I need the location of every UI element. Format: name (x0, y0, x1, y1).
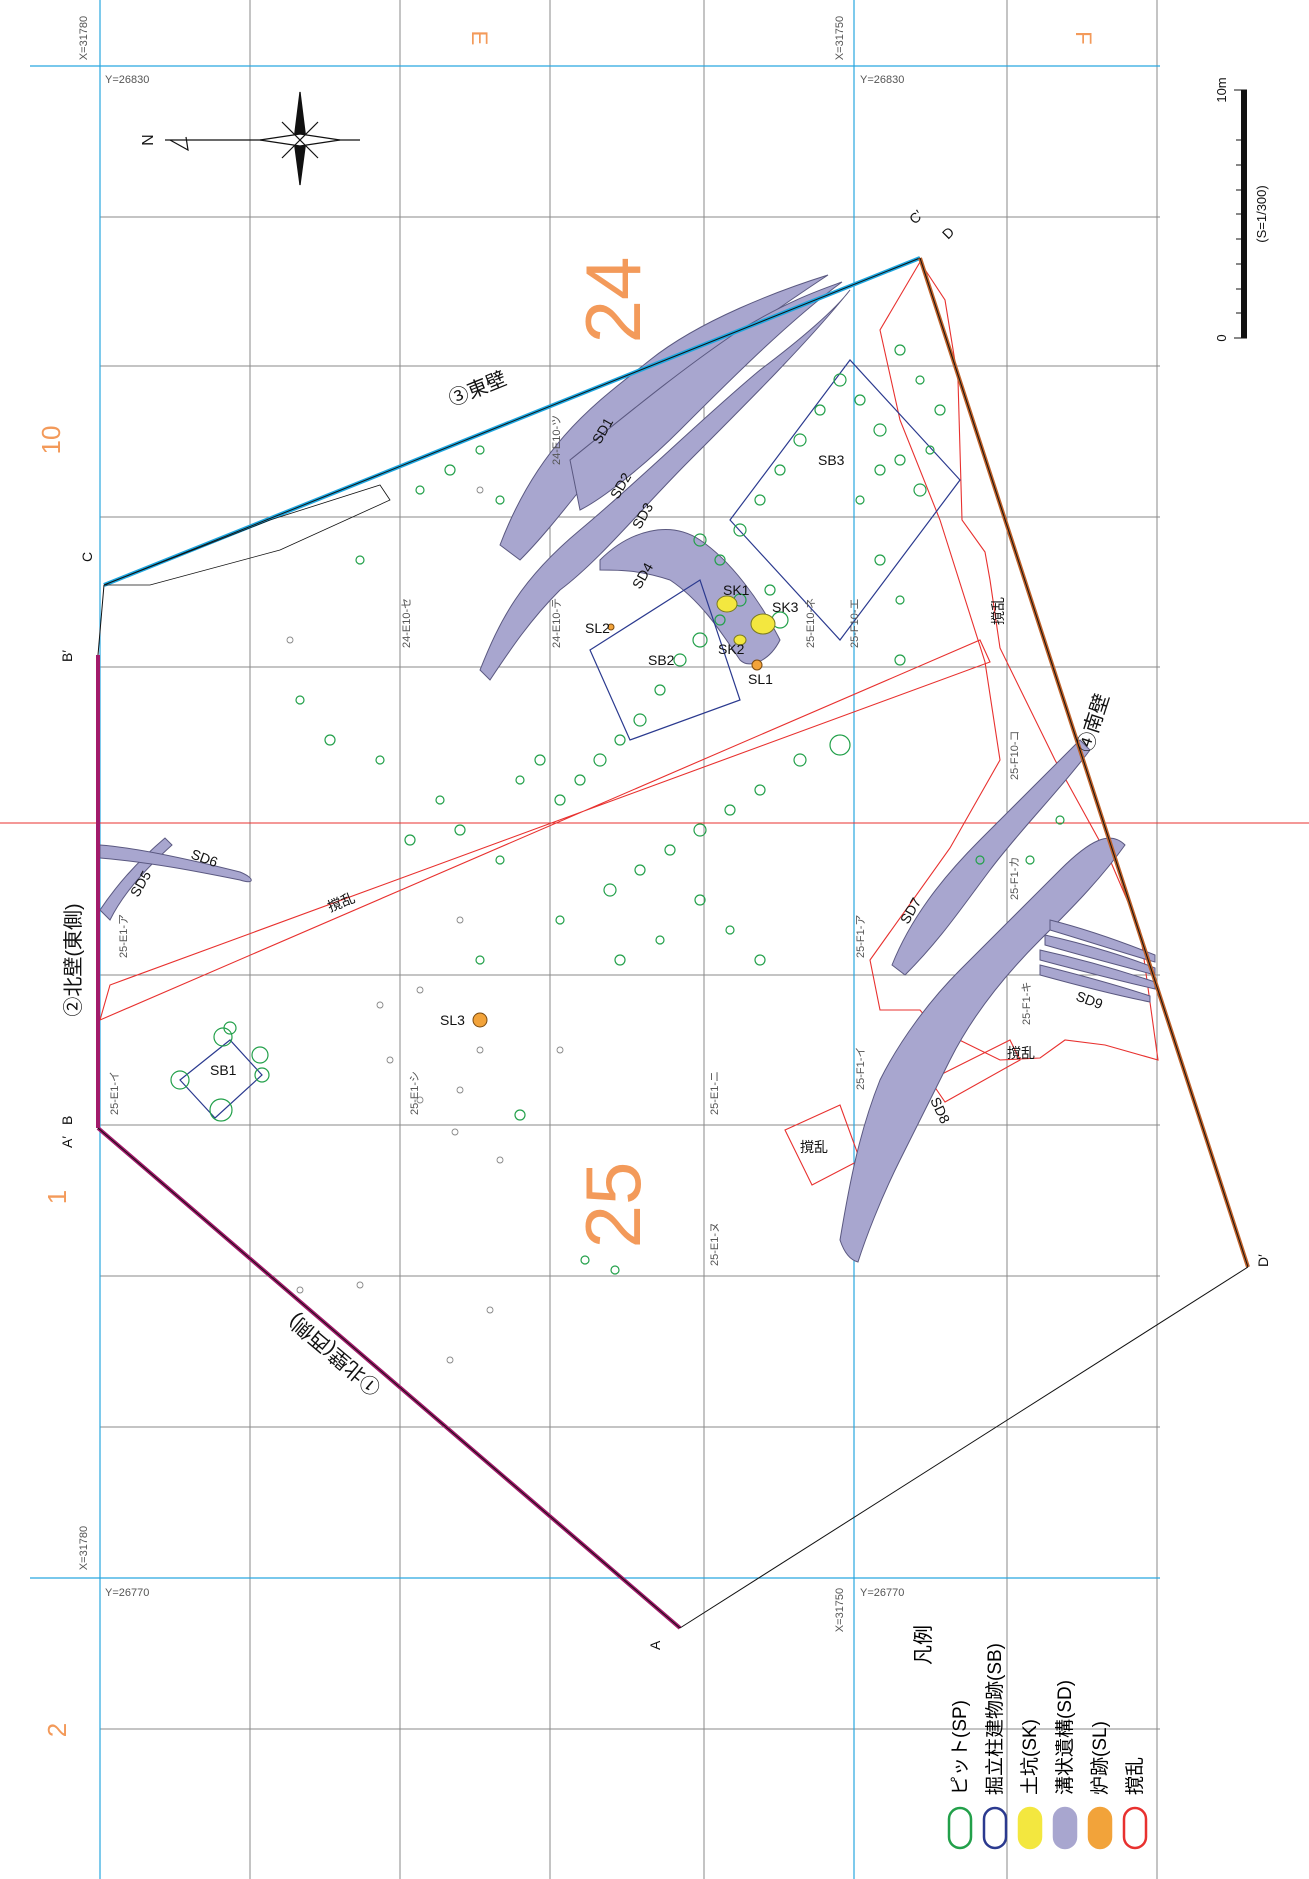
north-label: N (138, 134, 155, 146)
ditch-sd9-a (1049, 919, 1156, 963)
legend-symbol (1052, 1806, 1078, 1850)
grid-row-2: 2 (42, 1723, 72, 1737)
building-sb1 (179, 1039, 263, 1119)
coord-x-top-left: X=31780 (78, 16, 90, 60)
coord-x-bot-right: X=31750 (834, 1588, 846, 1632)
area-label-24: 24 (569, 257, 657, 344)
ditch-sd2 (569, 281, 843, 511)
section-point-b: B (59, 1116, 75, 1125)
scale-max-label: 10m (1214, 77, 1229, 102)
legend-symbol (947, 1806, 973, 1850)
pits (170, 344, 1065, 1275)
ditch-sd8 (839, 837, 1126, 1263)
ditch-sd9-c (1039, 949, 1156, 990)
label-sk1: SK1 (723, 582, 750, 598)
cell-c13: 25-E1-シ (409, 1071, 421, 1115)
label-kakuran-2: 撹乱 (990, 597, 1006, 625)
label-sb1: SB1 (210, 1062, 237, 1078)
pit-positions (716, 595, 776, 646)
building-sb3 (729, 359, 961, 641)
grid-col-e: E (467, 31, 492, 46)
section-point-b-prime: B′ (59, 650, 75, 662)
cell-c4: 25-E10-ネ (804, 598, 817, 648)
cell-c6: 25-F10-コ (1009, 730, 1021, 780)
scale-bar (1234, 89, 1247, 339)
section-point-c: C (79, 552, 95, 562)
cell-c8: 25-F1-ア (855, 915, 867, 958)
legend-label: 掘立柱建物跡(SB) (984, 1643, 1006, 1795)
ditch-sd7 (891, 739, 1091, 976)
grid-row-10: 10 (36, 426, 66, 455)
building-sb2 (589, 579, 741, 741)
coord-y-bot-right: Y=26770 (860, 1587, 904, 1599)
legend-label: 土坑(SK) (1019, 1719, 1041, 1795)
wall-south-label: ④南壁 (1074, 691, 1114, 755)
legend-label: 撹乱 (1124, 1757, 1146, 1795)
grid-cell-labels: 24-E10-ツ 24-E10-セ 24-E10-テ 25-E10-ネ 25-F… (109, 415, 1033, 1266)
label-sk3: SK3 (772, 599, 799, 615)
cell-c10: 25-F1-イ (855, 1047, 867, 1090)
ditch-sd6 (99, 844, 252, 883)
ditch-sd3 (479, 289, 851, 681)
label-kakuran-3: 撹乱 (1007, 1045, 1035, 1061)
cell-c3: 24-E10-テ (551, 598, 563, 648)
legend-symbol (1122, 1806, 1148, 1850)
legend-symbol (982, 1806, 1008, 1850)
coord-y-top-left: Y=26830 (105, 74, 149, 86)
section-point-c-prime: C′ (906, 207, 927, 228)
cell-c14: 25-E1-ニ (709, 1071, 721, 1115)
cell-c9: 25-F1-キ (1021, 982, 1033, 1025)
section-point-a-prime: A′ (59, 1136, 75, 1148)
label-sb2: SB2 (648, 652, 675, 668)
coord-x-top-right: X=31750 (834, 16, 846, 60)
north-arrow-icon (165, 91, 360, 186)
wall-east-label: ③東壁 (445, 367, 509, 411)
section-point-a: A (647, 1640, 663, 1650)
section-point-d: D (939, 224, 957, 242)
cell-c7: 25-F1-カ (1008, 857, 1021, 900)
scale-min-label: 0 (1214, 334, 1229, 341)
label-sl1: SL1 (748, 671, 773, 687)
cell-c5: 25-F10-エ (849, 598, 861, 648)
cell-c1: 24-E10-ツ (551, 415, 563, 465)
coord-y-bot-left: Y=26770 (105, 1587, 149, 1599)
grid-col-f: F (1071, 31, 1096, 44)
ditches (99, 274, 1156, 1263)
legend-symbol (1087, 1806, 1113, 1850)
wall-north-west-label: ①北壁(西側) (284, 1309, 386, 1399)
ditch-sd4 (599, 529, 781, 665)
label-sk2: SK2 (718, 641, 745, 657)
coord-y-top-right: Y=26830 (860, 74, 904, 86)
excavation-boundary (96, 256, 1250, 1630)
grid-row-1: 1 (42, 1190, 72, 1204)
minor-features (286, 486, 564, 1364)
buildings (179, 359, 961, 1119)
cell-c12: 25-E1-イ (109, 1071, 121, 1115)
label-sl3: SL3 (440, 1012, 465, 1028)
legend-symbol (1017, 1806, 1043, 1850)
legend-label: 炉跡(SL) (1089, 1721, 1111, 1795)
wall-north-east-label: ②北壁(東側) (62, 903, 85, 1016)
hearths (472, 623, 763, 1028)
legend-label: 溝状遺構(SD) (1054, 1680, 1076, 1795)
label-kakuran-4: 撹乱 (800, 1139, 828, 1155)
label-sl2: SL2 (585, 620, 610, 636)
cell-c11: 25-E1-ア (118, 914, 130, 958)
legend-label: ピット(SP) (950, 1700, 971, 1795)
coord-x-bot-left: X=31780 (78, 1526, 90, 1570)
ditch-sd9-d (1039, 964, 1151, 1003)
label-sb3: SB3 (818, 452, 845, 468)
cell-c15: 25-E1-ヌ (709, 1222, 721, 1266)
area-label-25: 25 (569, 1162, 657, 1249)
scale-ratio-label: (S=1/300) (1254, 185, 1269, 242)
label-sd9: SD9 (1074, 988, 1105, 1012)
section-point-d-prime: D′ (1255, 1254, 1271, 1267)
cell-c2: 24-E10-セ (400, 598, 413, 648)
legend-title: 凡例 (912, 1625, 935, 1665)
